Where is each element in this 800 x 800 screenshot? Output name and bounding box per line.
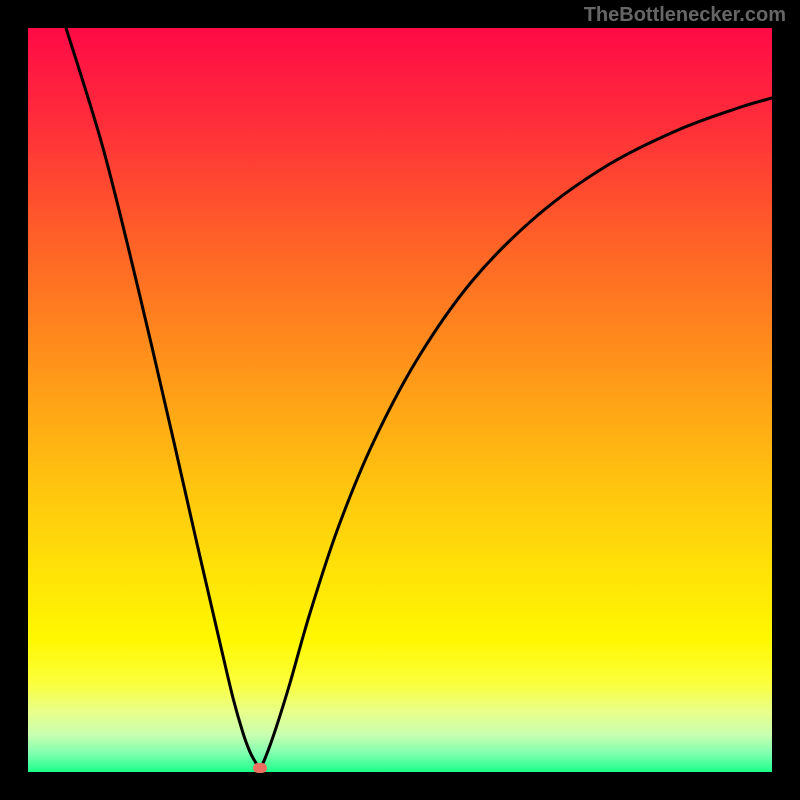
watermark-text: TheBottlenecker.com: [584, 4, 786, 27]
bottleneck-curve: [28, 28, 772, 772]
plot-area: [28, 28, 772, 772]
chart-container: TheBottlenecker.com: [0, 0, 800, 800]
minimum-marker: [253, 763, 267, 773]
